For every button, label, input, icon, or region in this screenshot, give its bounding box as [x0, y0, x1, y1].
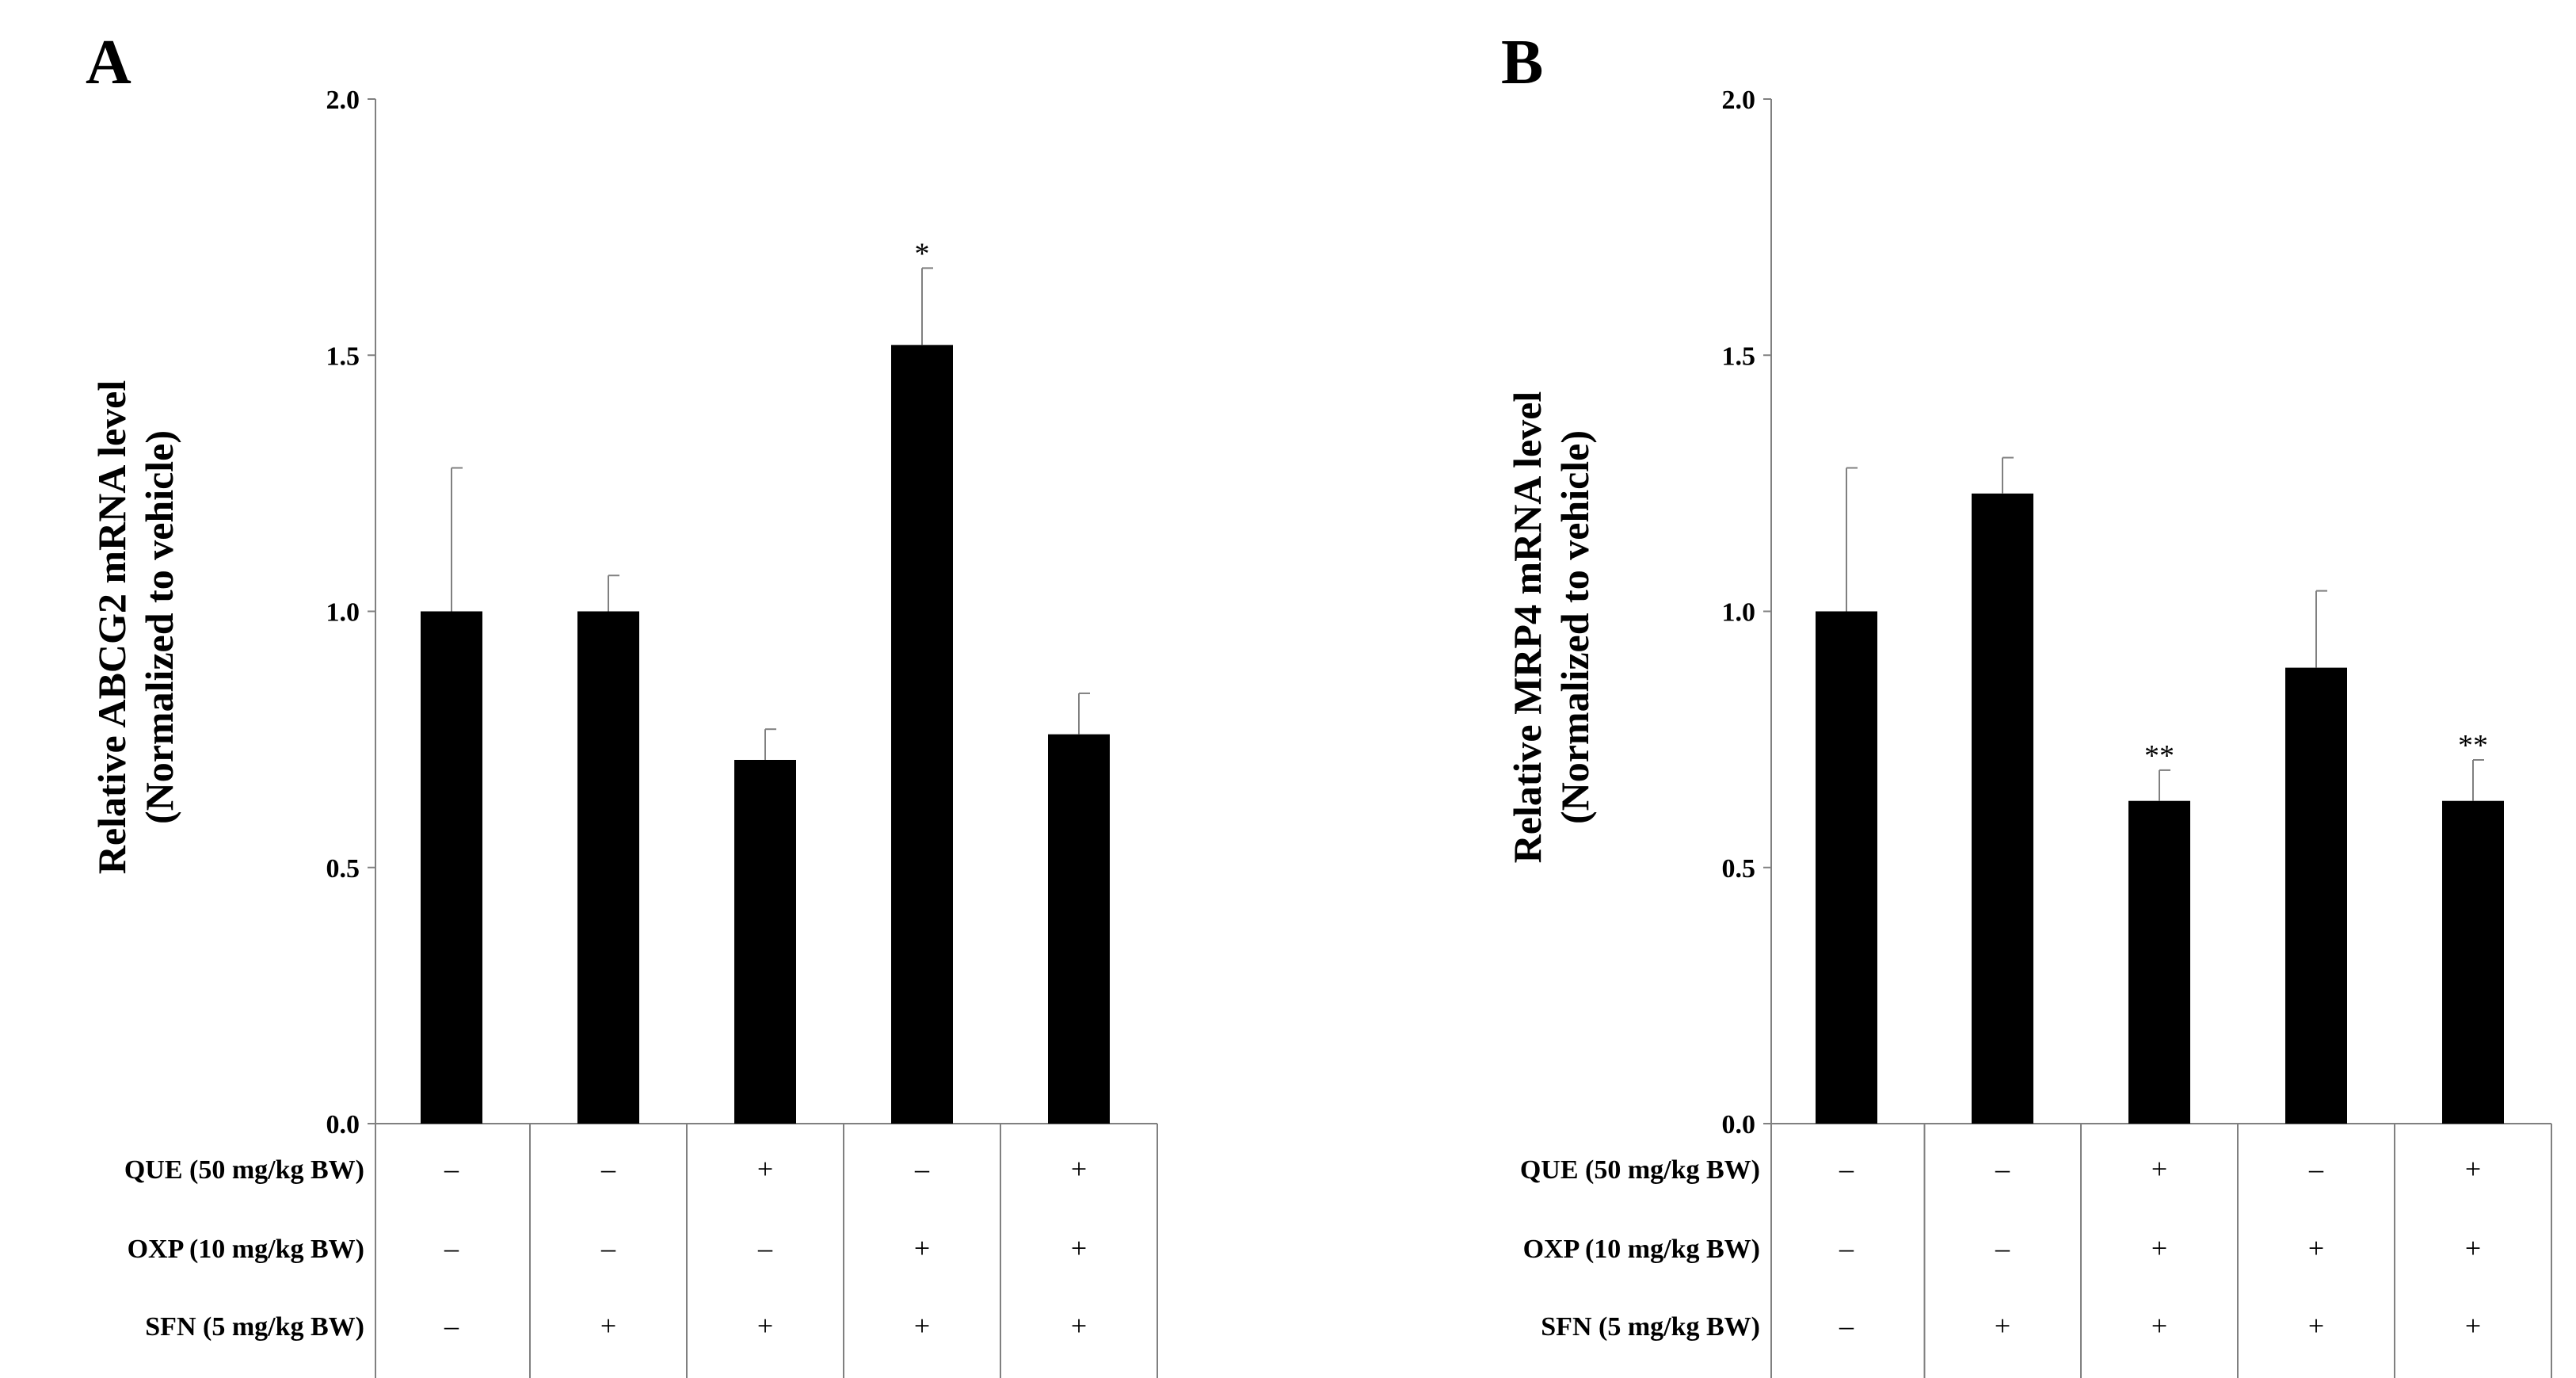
- bar: [2442, 800, 2504, 1124]
- treatment-sign: +: [914, 1310, 930, 1342]
- panel-label: B: [1501, 28, 1543, 97]
- treatment-sign: +: [2151, 1310, 2167, 1342]
- bar: [1972, 493, 2033, 1124]
- bar: [421, 611, 482, 1124]
- significance-marker: *: [915, 237, 930, 270]
- treatment-sign: +: [2151, 1153, 2167, 1185]
- treatment-label: OXP (10 mg/kg BW): [1523, 1235, 1760, 1264]
- treatment-sign: –: [444, 1310, 459, 1342]
- y-tick-label: 1.5: [326, 342, 360, 371]
- treatment-sign: –: [757, 1232, 773, 1264]
- treatment-label: QUE (50 mg/kg BW): [124, 1155, 364, 1185]
- treatment-sign: +: [757, 1310, 773, 1342]
- treatment-sign: +: [914, 1232, 930, 1264]
- bar: [1048, 734, 1110, 1124]
- treatment-sign: –: [600, 1232, 616, 1264]
- treatment-sign: –: [444, 1232, 459, 1264]
- bar: [2285, 667, 2347, 1124]
- y-axis-title: Relative MRP4 mRNA level: [1505, 391, 1549, 864]
- y-tick-label: 0.5: [326, 854, 360, 884]
- treatment-sign: –: [1995, 1232, 2010, 1264]
- treatment-sign: –: [600, 1153, 616, 1185]
- treatment-sign: –: [1839, 1153, 1854, 1185]
- y-tick-label: 0.0: [326, 1110, 360, 1139]
- treatment-sign: +: [2308, 1232, 2324, 1264]
- treatment-sign: –: [1995, 1153, 2010, 1185]
- bar: [734, 759, 796, 1124]
- y-axis-subtitle: (Normalized to vehicle): [137, 430, 181, 824]
- bar: [577, 611, 639, 1124]
- panel-label: A: [86, 28, 131, 97]
- significance-marker: **: [2458, 729, 2488, 762]
- treatment-sign: +: [600, 1310, 616, 1342]
- y-tick-label: 1.0: [326, 598, 360, 628]
- bar: [1816, 611, 1877, 1124]
- y-tick-label: 1.0: [1722, 598, 1756, 628]
- treatment-sign: –: [914, 1153, 930, 1185]
- treatment-label: OXP (10 mg/kg BW): [128, 1235, 364, 1264]
- treatment-sign: +: [2465, 1310, 2481, 1342]
- significance-marker: **: [2144, 739, 2174, 773]
- y-tick-label: 0.5: [1722, 854, 1756, 884]
- treatment-sign: +: [2465, 1232, 2481, 1264]
- bar: [891, 345, 953, 1124]
- y-tick-label: 2.0: [1722, 86, 1756, 115]
- treatment-sign: +: [757, 1153, 773, 1185]
- treatment-sign: +: [1071, 1232, 1087, 1264]
- y-axis-title: Relative ABCG2 mRNA level: [90, 380, 134, 875]
- y-axis-subtitle: (Normalized to vehicle): [1553, 430, 1597, 824]
- treatment-sign: –: [1839, 1232, 1854, 1264]
- bar: [2128, 800, 2190, 1124]
- treatment-label: SFN (5 mg/kg BW): [1541, 1312, 1760, 1342]
- treatment-sign: +: [2308, 1310, 2324, 1342]
- treatment-sign: –: [444, 1153, 459, 1185]
- y-tick-label: 2.0: [326, 86, 360, 115]
- treatment-sign: +: [2151, 1232, 2167, 1264]
- treatment-sign: +: [1071, 1310, 1087, 1342]
- y-tick-label: 1.5: [1722, 342, 1756, 371]
- treatment-sign: +: [2465, 1153, 2481, 1185]
- treatment-sign: +: [1071, 1153, 1087, 1185]
- treatment-label: SFN (5 mg/kg BW): [145, 1312, 364, 1342]
- treatment-sign: +: [1995, 1310, 2010, 1342]
- treatment-sign: –: [1839, 1310, 1854, 1342]
- treatment-label: QUE (50 mg/kg BW): [1520, 1155, 1760, 1185]
- treatment-sign: –: [2308, 1153, 2324, 1185]
- y-tick-label: 0.0: [1722, 1110, 1756, 1139]
